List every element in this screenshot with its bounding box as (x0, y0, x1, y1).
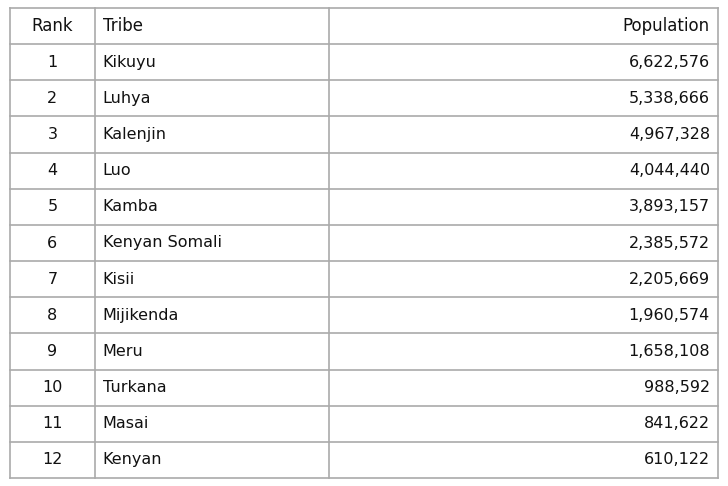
Text: Kikuyu: Kikuyu (103, 55, 157, 69)
Text: 6,622,576: 6,622,576 (629, 55, 710, 69)
Text: Rank: Rank (31, 17, 74, 35)
Text: 1: 1 (47, 55, 58, 69)
Text: 4,044,440: 4,044,440 (629, 163, 710, 178)
Text: Tribe: Tribe (103, 17, 143, 35)
Text: Mijikenda: Mijikenda (103, 308, 179, 323)
Text: 11: 11 (42, 417, 63, 431)
Text: 5: 5 (47, 199, 58, 214)
Text: 12: 12 (42, 452, 63, 468)
Text: 2: 2 (47, 91, 58, 106)
Text: 6: 6 (47, 236, 58, 250)
Text: 7: 7 (47, 272, 58, 287)
Text: Luhya: Luhya (103, 91, 151, 106)
Text: 10: 10 (42, 380, 63, 395)
Text: Kenyan Somali: Kenyan Somali (103, 236, 222, 250)
Text: 2,205,669: 2,205,669 (629, 272, 710, 287)
Text: 4: 4 (47, 163, 58, 178)
Text: Masai: Masai (103, 417, 149, 431)
Text: Kenyan: Kenyan (103, 452, 162, 468)
Text: 9: 9 (47, 344, 58, 359)
Text: 4,967,328: 4,967,328 (629, 127, 710, 142)
Text: Turkana: Turkana (103, 380, 167, 395)
Text: Luo: Luo (103, 163, 131, 178)
Text: Kisii: Kisii (103, 272, 135, 287)
Text: 610,122: 610,122 (644, 452, 710, 468)
Text: 2,385,572: 2,385,572 (629, 236, 710, 250)
Text: 3: 3 (47, 127, 58, 142)
Text: 1,960,574: 1,960,574 (629, 308, 710, 323)
Text: 5,338,666: 5,338,666 (629, 91, 710, 106)
Text: 3,893,157: 3,893,157 (629, 199, 710, 214)
Text: 841,622: 841,622 (644, 417, 710, 431)
Text: Kalenjin: Kalenjin (103, 127, 167, 142)
Text: Meru: Meru (103, 344, 143, 359)
Text: 1,658,108: 1,658,108 (628, 344, 710, 359)
Text: 988,592: 988,592 (644, 380, 710, 395)
Text: 8: 8 (47, 308, 58, 323)
Text: Population: Population (623, 17, 710, 35)
Text: Kamba: Kamba (103, 199, 159, 214)
